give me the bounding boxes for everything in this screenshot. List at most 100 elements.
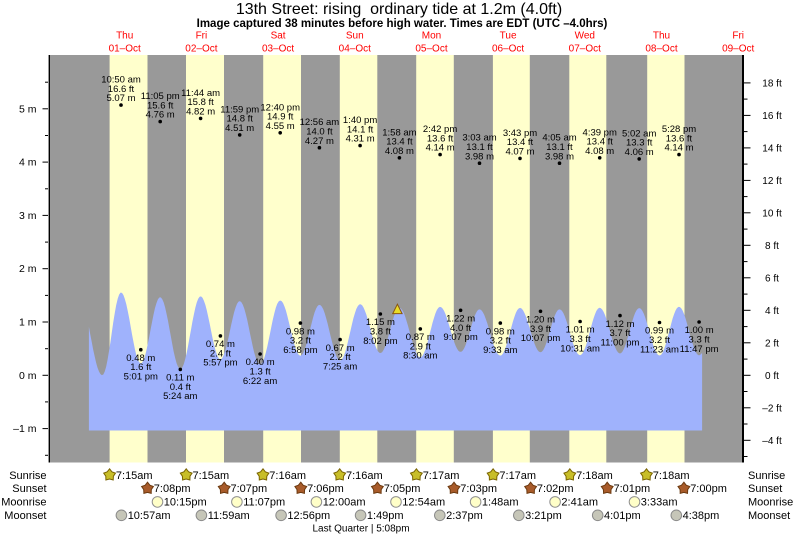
svg-text:8 ft: 8 ft [765, 241, 779, 252]
svg-text:0.48 m: 0.48 m [126, 353, 155, 364]
svg-text:Image captured 38 minutes befo: Image captured 38 minutes before high wa… [197, 18, 608, 30]
svg-text:9:07 pm: 9:07 pm [443, 332, 477, 343]
svg-text:1.01 m: 1.01 m [566, 325, 595, 336]
svg-text:3.98 m: 3.98 m [545, 151, 574, 162]
svg-text:13th Street: rising ordinary: 13th Street: rising ordinary tide at 1.2… [236, 1, 562, 18]
svg-text:1:49pm: 1:49pm [367, 510, 404, 522]
svg-text:4.51 m: 4.51 m [225, 123, 254, 134]
svg-text:11:05 pm: 11:05 pm [141, 91, 180, 102]
svg-text:5:28 pm: 5:28 pm [662, 124, 696, 135]
svg-text:7:05pm: 7:05pm [384, 483, 421, 495]
svg-text:0.98 m: 0.98 m [486, 326, 515, 337]
svg-text:15.8 ft: 15.8 ft [187, 97, 214, 108]
svg-text:10:15pm: 10:15pm [164, 497, 207, 509]
svg-text:Sunrise: Sunrise [748, 470, 785, 482]
svg-text:Thu: Thu [116, 31, 133, 42]
svg-text:Moonrise: Moonrise [748, 497, 793, 509]
svg-text:10:50 am: 10:50 am [101, 75, 141, 86]
svg-text:1.00 m: 1.00 m [685, 325, 714, 336]
svg-text:7:18am: 7:18am [576, 470, 613, 482]
svg-text:Last Quarter | 5:08pm: Last Quarter | 5:08pm [312, 524, 409, 535]
svg-text:7:00pm: 7:00pm [690, 483, 727, 495]
svg-text:4.14 m: 4.14 m [426, 143, 455, 154]
svg-text:12 ft: 12 ft [762, 176, 782, 187]
svg-text:1:48am: 1:48am [482, 497, 519, 509]
svg-text:03–Oct: 03–Oct [262, 44, 294, 55]
svg-text:5:24 am: 5:24 am [163, 391, 197, 402]
svg-text:3:03 am: 3:03 am [462, 133, 496, 144]
svg-text:2 ft: 2 ft [765, 338, 779, 349]
svg-text:–2 ft: –2 ft [762, 403, 782, 414]
svg-text:4:39 pm: 4:39 pm [583, 127, 617, 138]
svg-text:Sunset: Sunset [748, 483, 782, 495]
svg-text:Sunset: Sunset [12, 483, 46, 495]
svg-text:2:41am: 2:41am [561, 497, 598, 509]
svg-text:01–Oct: 01–Oct [109, 44, 141, 55]
svg-text:3.2 ft: 3.2 ft [290, 336, 311, 347]
svg-text:7:15am: 7:15am [193, 470, 230, 482]
svg-text:0.67 m: 0.67 m [326, 343, 355, 354]
svg-text:1.20 m: 1.20 m [526, 315, 555, 326]
svg-text:7:15am: 7:15am [116, 470, 153, 482]
svg-text:0 m: 0 m [19, 370, 37, 382]
svg-text:Thu: Thu [653, 31, 670, 42]
svg-text:04–Oct: 04–Oct [339, 44, 371, 55]
svg-text:0.11 m: 0.11 m [166, 373, 194, 384]
svg-text:Sun: Sun [346, 31, 364, 42]
svg-text:3.98 m: 3.98 m [465, 151, 494, 162]
svg-text:3:21pm: 3:21pm [525, 510, 562, 522]
svg-text:6:58 pm: 6:58 pm [283, 345, 317, 356]
svg-text:4.0 ft: 4.0 ft [450, 323, 471, 334]
svg-text:6:22 am: 6:22 am [243, 376, 277, 387]
svg-text:3.8 ft: 3.8 ft [370, 327, 391, 338]
svg-text:10:57am: 10:57am [128, 510, 171, 522]
svg-text:12:56pm: 12:56pm [287, 510, 330, 522]
svg-text:11:44 am: 11:44 am [181, 88, 220, 99]
svg-text:7:16am: 7:16am [269, 470, 306, 482]
svg-text:13.6 ft: 13.6 ft [427, 133, 454, 144]
svg-text:10:31 am: 10:31 am [560, 343, 600, 354]
svg-text:3.7 ft: 3.7 ft [609, 328, 630, 339]
svg-text:11:59 pm: 11:59 pm [220, 104, 259, 115]
svg-text:13.1 ft: 13.1 ft [546, 142, 573, 153]
svg-text:Sunrise: Sunrise [9, 470, 46, 482]
svg-text:13.4 ft: 13.4 ft [507, 137, 534, 148]
svg-text:14.1 ft: 14.1 ft [347, 124, 374, 135]
svg-text:1.22 m: 1.22 m [446, 314, 475, 325]
svg-text:4 ft: 4 ft [765, 306, 779, 317]
svg-text:12:56 am: 12:56 am [300, 117, 340, 128]
svg-text:2 m: 2 m [19, 263, 37, 275]
svg-text:7:16am: 7:16am [346, 470, 383, 482]
svg-text:4.55 m: 4.55 m [266, 121, 295, 132]
svg-text:Fri: Fri [196, 31, 208, 42]
svg-text:3.3 ft: 3.3 ft [689, 335, 710, 346]
svg-text:7:17am: 7:17am [423, 470, 460, 482]
svg-text:16.6 ft: 16.6 ft [108, 84, 135, 95]
svg-text:4.76 m: 4.76 m [146, 110, 175, 121]
svg-text:1.6 ft: 1.6 ft [130, 362, 151, 373]
svg-text:14.9 ft: 14.9 ft [267, 112, 294, 123]
svg-text:0 ft: 0 ft [765, 371, 779, 382]
svg-text:02–Oct: 02–Oct [185, 44, 217, 55]
svg-text:1.15 m: 1.15 m [366, 317, 395, 328]
svg-text:3.2 ft: 3.2 ft [490, 336, 511, 347]
svg-text:7:17am: 7:17am [499, 470, 536, 482]
svg-text:5 m: 5 m [19, 103, 37, 115]
svg-text:4.82 m: 4.82 m [186, 107, 215, 118]
svg-text:4:05 am: 4:05 am [542, 133, 576, 144]
svg-text:13.4 ft: 13.4 ft [386, 137, 413, 148]
svg-text:15.6 ft: 15.6 ft [147, 100, 174, 111]
svg-text:1.12 m: 1.12 m [605, 319, 634, 330]
svg-text:18 ft: 18 ft [762, 78, 782, 89]
svg-text:13.3 ft: 13.3 ft [626, 138, 653, 149]
svg-text:7:07pm: 7:07pm [231, 483, 268, 495]
svg-text:3.2 ft: 3.2 ft [649, 335, 670, 346]
svg-text:0.87 m: 0.87 m [406, 332, 435, 343]
svg-text:6 ft: 6 ft [765, 273, 779, 284]
svg-text:–1 m: –1 m [13, 423, 37, 435]
svg-text:7:18am: 7:18am [653, 470, 690, 482]
svg-text:4.08 m: 4.08 m [585, 146, 614, 157]
svg-text:Moonrise: Moonrise [1, 497, 46, 509]
svg-text:3.3 ft: 3.3 ft [570, 334, 591, 345]
svg-text:11:47 pm: 11:47 pm [680, 344, 719, 355]
